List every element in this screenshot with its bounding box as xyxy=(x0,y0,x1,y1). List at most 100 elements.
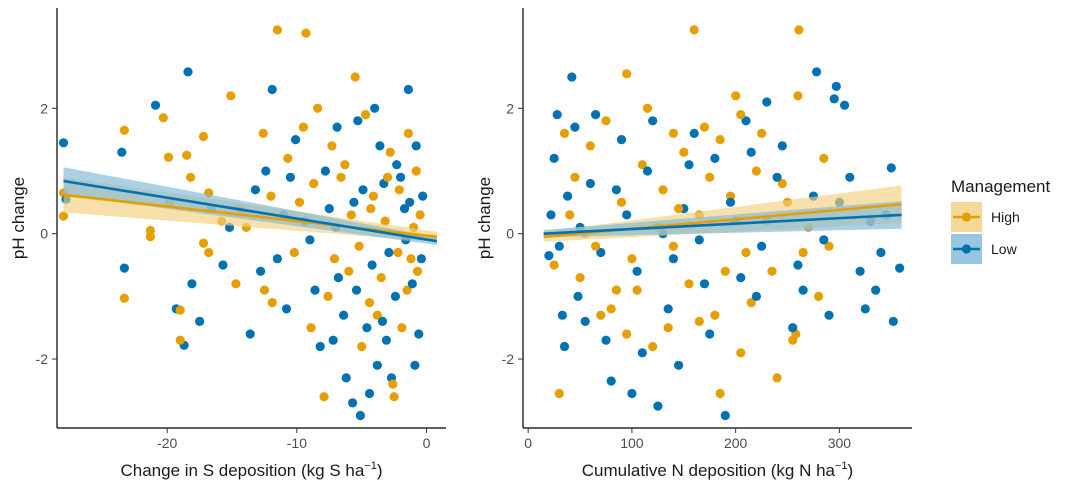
point-high xyxy=(298,122,308,132)
point-low xyxy=(367,260,377,270)
point-high xyxy=(402,285,412,295)
point-low xyxy=(218,260,228,270)
point-low xyxy=(860,304,870,314)
axes: 0 100 200 300 -2 0 2 Cumulative N deposition (k… xyxy=(475,8,912,480)
point-low xyxy=(324,204,334,214)
point-high xyxy=(585,141,596,151)
point-low xyxy=(596,247,606,258)
point-low xyxy=(256,266,266,276)
point-low xyxy=(788,323,798,333)
x-tick-label: 300 xyxy=(828,435,852,451)
point-high xyxy=(158,113,168,123)
point-low xyxy=(261,166,271,176)
point-high xyxy=(175,335,185,345)
point-high xyxy=(323,291,333,301)
point-high xyxy=(412,266,423,276)
legend: Management High Low xyxy=(951,177,1051,264)
point-low xyxy=(333,273,343,283)
point-high xyxy=(658,185,668,195)
point-low xyxy=(544,251,554,261)
point-high xyxy=(258,128,268,138)
point-high xyxy=(627,254,637,264)
point-high xyxy=(272,25,282,35)
point-low xyxy=(567,72,577,82)
x-axis-title: Cumulative N deposition (kg N ha−1) xyxy=(582,460,853,480)
point-high xyxy=(668,128,679,138)
point-high xyxy=(366,204,376,214)
point-high xyxy=(731,91,741,101)
point-high xyxy=(403,128,413,138)
point-high xyxy=(668,241,679,251)
point-high xyxy=(741,247,751,258)
point-low xyxy=(407,279,417,289)
point-low xyxy=(362,323,372,333)
point-high xyxy=(175,305,185,315)
point-low xyxy=(332,122,342,132)
point-high xyxy=(715,135,725,145)
point-low xyxy=(668,254,679,264)
point-low xyxy=(554,241,564,251)
point-low xyxy=(187,279,197,289)
point-high xyxy=(622,329,632,339)
point-high xyxy=(344,266,354,276)
point-low xyxy=(622,210,632,220)
point-high xyxy=(798,247,808,258)
point-high xyxy=(182,150,192,160)
point-low xyxy=(663,304,673,314)
points-layer xyxy=(58,25,428,421)
point-low xyxy=(195,316,205,326)
point-low xyxy=(831,81,841,91)
y-axis-title: pH change xyxy=(9,177,28,259)
point-low xyxy=(611,185,622,195)
legend-label: High xyxy=(991,209,1020,225)
point-low xyxy=(895,263,905,273)
point-low xyxy=(829,94,839,104)
point-low xyxy=(876,247,886,258)
point-low xyxy=(399,204,410,214)
panel-n-deposition: 0 100 200 300 -2 0 2 Cumulative N deposition (k… xyxy=(475,8,912,480)
point-high xyxy=(757,128,767,138)
y-tick-label: 0 xyxy=(40,226,48,242)
point-low xyxy=(855,266,865,276)
point-high xyxy=(570,172,580,182)
point-high xyxy=(736,110,746,120)
point-low xyxy=(355,410,365,421)
point-low xyxy=(381,335,391,345)
y-tick-label: 2 xyxy=(40,100,48,116)
point-high xyxy=(294,197,305,207)
point-high xyxy=(283,153,293,163)
y-tick-label: -2 xyxy=(502,351,515,367)
point-high xyxy=(313,103,323,113)
point-high xyxy=(715,388,725,399)
point-high xyxy=(705,172,715,182)
point-high xyxy=(198,131,209,142)
x-tick-label: 0 xyxy=(423,435,431,451)
point-low xyxy=(798,285,808,295)
point-high xyxy=(383,172,393,182)
point-high xyxy=(346,210,356,220)
point-high xyxy=(58,211,69,221)
x-tick-label: -20 xyxy=(157,435,177,451)
point-high xyxy=(394,185,404,195)
point-low xyxy=(358,185,368,195)
x-axis-title: Change in S deposition (kg S ha−1) xyxy=(120,460,382,480)
point-low xyxy=(674,360,684,370)
point-low xyxy=(291,135,301,145)
point-low xyxy=(328,335,338,345)
point-high xyxy=(364,298,375,308)
point-high xyxy=(357,341,367,352)
point-high xyxy=(767,266,777,276)
legend-key-point xyxy=(961,244,972,254)
point-low xyxy=(888,316,898,326)
point-low xyxy=(305,235,315,245)
point-low xyxy=(616,135,627,145)
point-low xyxy=(403,84,413,95)
x-tick-label: 0 xyxy=(524,435,532,451)
point-high xyxy=(259,285,270,295)
x-tick-label: -10 xyxy=(287,435,307,451)
point-high xyxy=(684,279,694,289)
point-low xyxy=(310,285,320,295)
fit-layer xyxy=(543,185,902,242)
